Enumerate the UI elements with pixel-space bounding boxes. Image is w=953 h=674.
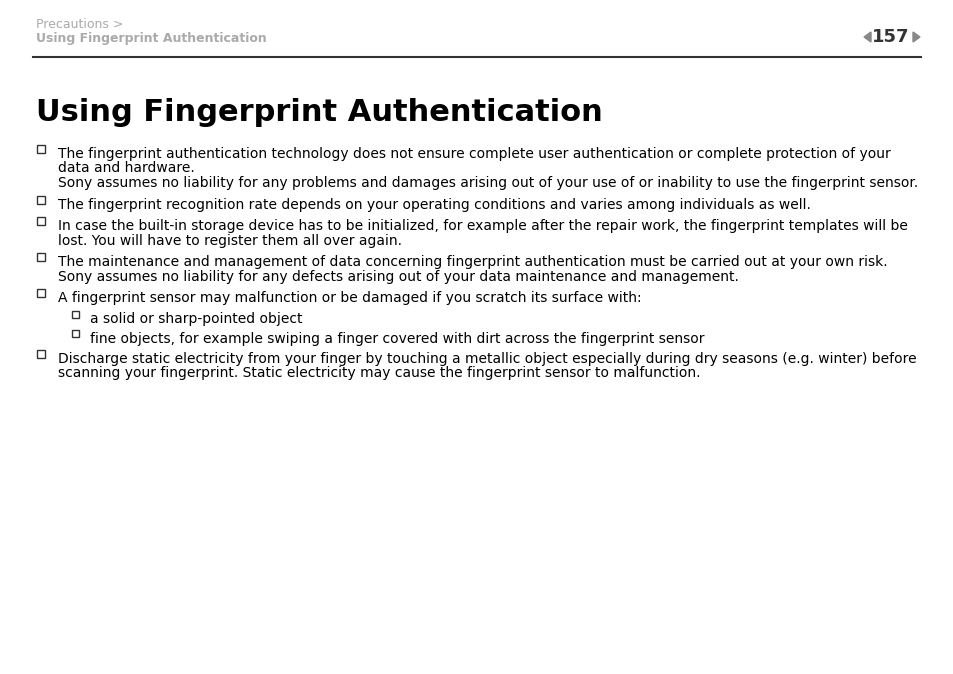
Polygon shape <box>863 32 870 42</box>
Text: scanning your fingerprint. Static electricity may cause the fingerprint sensor t: scanning your fingerprint. Static electr… <box>58 366 700 380</box>
Text: In case the built-in storage device has to be initialized, for example after the: In case the built-in storage device has … <box>58 219 907 233</box>
Bar <box>37 217 45 225</box>
Text: 157: 157 <box>871 28 909 46</box>
Bar <box>37 145 45 153</box>
Text: Sony assumes no liability for any problems and damages arising out of your use o: Sony assumes no liability for any proble… <box>58 176 918 190</box>
Bar <box>37 195 45 204</box>
Text: The maintenance and management of data concerning fingerprint authentication mus: The maintenance and management of data c… <box>58 255 886 269</box>
Text: Discharge static electricity from your finger by touching a metallic object espe: Discharge static electricity from your f… <box>58 352 916 365</box>
Bar <box>71 330 79 337</box>
Bar <box>37 253 45 261</box>
Text: Precautions >: Precautions > <box>36 18 123 31</box>
Text: lost. You will have to register them all over again.: lost. You will have to register them all… <box>58 233 401 247</box>
Bar <box>71 311 79 317</box>
Text: fine objects, for example swiping a finger covered with dirt across the fingerpr: fine objects, for example swiping a fing… <box>90 332 703 346</box>
Text: The fingerprint authentication technology does not ensure complete user authenti: The fingerprint authentication technolog… <box>58 147 890 161</box>
Text: Using Fingerprint Authentication: Using Fingerprint Authentication <box>36 32 267 45</box>
Text: data and hardware.: data and hardware. <box>58 162 194 175</box>
Text: Sony assumes no liability for any defects arising out of your data maintenance a: Sony assumes no liability for any defect… <box>58 270 739 284</box>
Polygon shape <box>912 32 919 42</box>
Text: The fingerprint recognition rate depends on your operating conditions and varies: The fingerprint recognition rate depends… <box>58 197 810 212</box>
Text: a solid or sharp-pointed object: a solid or sharp-pointed object <box>90 313 302 326</box>
Text: A fingerprint sensor may malfunction or be damaged if you scratch its surface wi: A fingerprint sensor may malfunction or … <box>58 291 641 305</box>
Text: Using Fingerprint Authentication: Using Fingerprint Authentication <box>36 98 602 127</box>
Bar <box>37 350 45 357</box>
Bar <box>37 289 45 297</box>
